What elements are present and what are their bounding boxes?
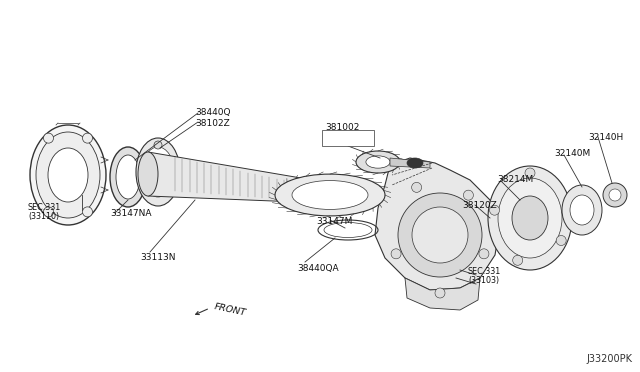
Text: 38440QA: 38440QA bbox=[297, 263, 339, 273]
Circle shape bbox=[412, 182, 422, 192]
Text: 33147NA: 33147NA bbox=[110, 208, 152, 218]
Ellipse shape bbox=[562, 185, 602, 235]
Circle shape bbox=[479, 249, 489, 259]
Circle shape bbox=[525, 168, 535, 178]
Circle shape bbox=[83, 207, 93, 217]
Circle shape bbox=[391, 249, 401, 259]
Text: J33200PK: J33200PK bbox=[586, 354, 632, 364]
Ellipse shape bbox=[136, 138, 180, 206]
Ellipse shape bbox=[142, 147, 174, 197]
Text: 33113N: 33113N bbox=[140, 253, 175, 263]
Ellipse shape bbox=[275, 174, 385, 216]
Polygon shape bbox=[390, 158, 430, 168]
Circle shape bbox=[463, 190, 474, 200]
Circle shape bbox=[44, 207, 54, 217]
Circle shape bbox=[435, 288, 445, 298]
Circle shape bbox=[513, 255, 523, 265]
Ellipse shape bbox=[366, 156, 390, 168]
Ellipse shape bbox=[48, 148, 88, 202]
Text: 38120Z: 38120Z bbox=[462, 201, 497, 209]
Text: SEC.331: SEC.331 bbox=[28, 202, 61, 212]
Text: 381002: 381002 bbox=[325, 122, 360, 131]
Ellipse shape bbox=[292, 180, 368, 209]
Ellipse shape bbox=[356, 151, 400, 173]
Text: 33147M: 33147M bbox=[316, 218, 353, 227]
Text: 38102Z: 38102Z bbox=[195, 119, 230, 128]
Circle shape bbox=[83, 133, 93, 143]
Polygon shape bbox=[375, 158, 500, 290]
Circle shape bbox=[154, 141, 162, 149]
Ellipse shape bbox=[138, 152, 158, 196]
Text: (33110): (33110) bbox=[28, 212, 59, 221]
Ellipse shape bbox=[36, 132, 100, 218]
Circle shape bbox=[490, 205, 500, 215]
Polygon shape bbox=[405, 278, 480, 310]
Polygon shape bbox=[148, 152, 348, 204]
Circle shape bbox=[603, 183, 627, 207]
Text: 32140M: 32140M bbox=[554, 150, 590, 158]
Ellipse shape bbox=[110, 147, 146, 207]
Ellipse shape bbox=[488, 166, 572, 270]
Text: 32140H: 32140H bbox=[588, 132, 623, 141]
Text: FRONT: FRONT bbox=[213, 302, 246, 318]
Ellipse shape bbox=[570, 195, 594, 225]
Ellipse shape bbox=[116, 155, 140, 199]
Ellipse shape bbox=[412, 207, 468, 263]
Ellipse shape bbox=[407, 158, 423, 168]
Ellipse shape bbox=[30, 125, 106, 225]
Circle shape bbox=[44, 133, 54, 143]
Ellipse shape bbox=[338, 177, 358, 213]
Ellipse shape bbox=[398, 193, 482, 277]
Text: 38440Q: 38440Q bbox=[195, 109, 230, 118]
Text: (33103): (33103) bbox=[468, 276, 499, 285]
Circle shape bbox=[556, 235, 566, 246]
Ellipse shape bbox=[498, 178, 562, 258]
Circle shape bbox=[609, 189, 621, 201]
Text: 38214M: 38214M bbox=[497, 176, 533, 185]
Text: SEC.331: SEC.331 bbox=[468, 267, 501, 276]
FancyBboxPatch shape bbox=[322, 130, 374, 146]
Ellipse shape bbox=[512, 196, 548, 240]
